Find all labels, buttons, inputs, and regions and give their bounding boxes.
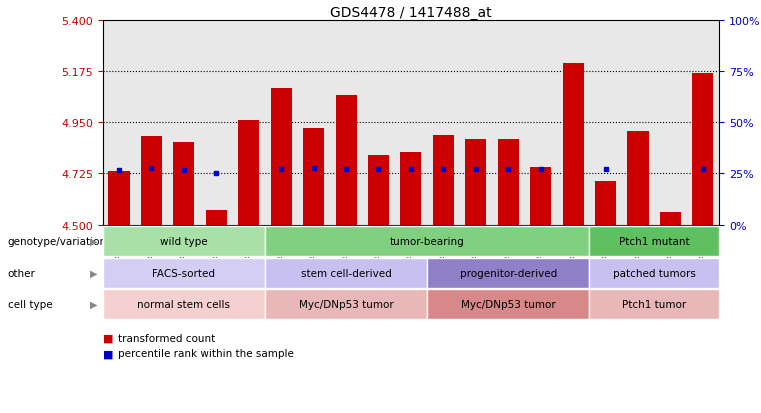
Text: ▶: ▶ (90, 299, 97, 309)
Bar (498, 140, 519, 225)
Text: normal stem cells: normal stem cells (137, 299, 231, 309)
Bar (174, 142, 194, 225)
Bar (660, 213, 681, 225)
Text: transformed count: transformed count (118, 333, 215, 343)
Text: patched tumors: patched tumors (613, 268, 696, 278)
Text: wild type: wild type (160, 237, 208, 247)
Text: ▶: ▶ (90, 237, 97, 247)
Text: stem cell-derived: stem cell-derived (301, 268, 391, 278)
Bar (530, 167, 551, 225)
Bar (433, 135, 454, 225)
Text: Myc/DNp53 tumor: Myc/DNp53 tumor (461, 299, 556, 309)
Text: percentile rank within the sample: percentile rank within the sample (118, 349, 294, 358)
Text: cell type: cell type (8, 299, 53, 309)
Bar (303, 128, 324, 225)
Text: ▶: ▶ (90, 268, 97, 278)
Bar (693, 74, 714, 225)
Bar (141, 137, 162, 225)
Bar (595, 182, 616, 225)
Text: other: other (8, 268, 36, 278)
Text: tumor-bearing: tumor-bearing (390, 237, 464, 247)
Title: GDS4478 / 1417488_at: GDS4478 / 1417488_at (330, 6, 492, 20)
Text: genotype/variation: genotype/variation (8, 237, 107, 247)
Text: Ptch1 mutant: Ptch1 mutant (619, 237, 689, 247)
Text: ■: ■ (103, 333, 113, 343)
Bar (465, 140, 486, 225)
Bar (336, 95, 357, 225)
Bar (205, 210, 227, 225)
Bar (271, 89, 291, 225)
Bar (562, 64, 584, 225)
Text: Myc/DNp53 tumor: Myc/DNp53 tumor (298, 299, 393, 309)
Text: Ptch1 tumor: Ptch1 tumor (622, 299, 686, 309)
Bar (400, 152, 422, 225)
Bar (238, 121, 260, 225)
Bar (368, 156, 389, 225)
Text: FACS-sorted: FACS-sorted (152, 268, 215, 278)
Text: ■: ■ (103, 349, 113, 358)
Bar (108, 172, 129, 225)
Bar (628, 132, 648, 225)
Text: progenitor-derived: progenitor-derived (460, 268, 557, 278)
